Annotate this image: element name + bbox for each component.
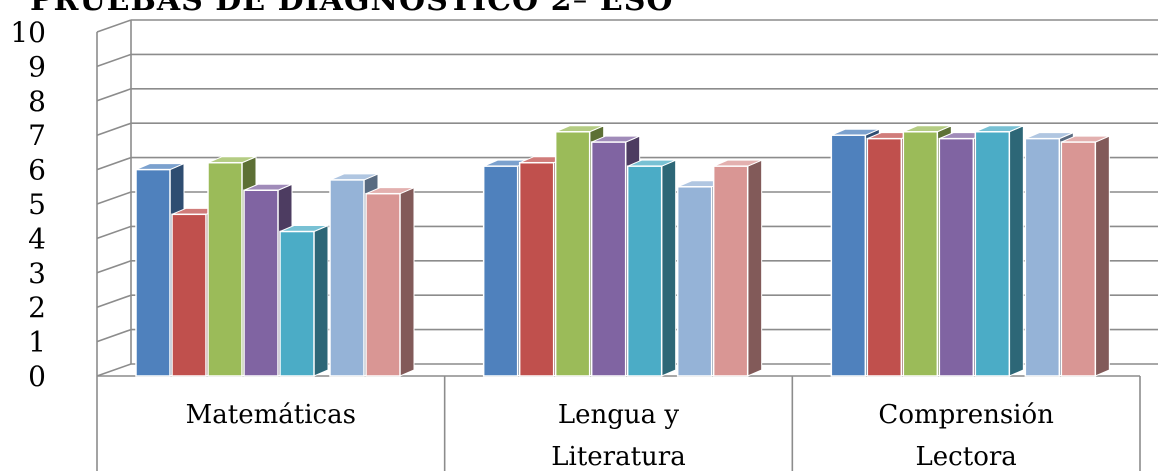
category-label: Comprensión (878, 400, 1054, 430)
bar (974, 131, 1011, 377)
bar-side (661, 159, 677, 377)
y-tick-label: 1 (28, 326, 46, 359)
chart-title: PRUEBAS DE DIAGNÓSTICO 2º ESO (30, 0, 674, 18)
y-tick-label: 10 (10, 16, 46, 49)
bar-side (1008, 125, 1024, 377)
bar (329, 179, 365, 377)
bar (712, 165, 749, 377)
gridline-side (96, 328, 132, 343)
bar (171, 213, 207, 377)
gridline-side (96, 191, 132, 205)
bar (866, 137, 903, 377)
bar (135, 168, 171, 377)
category-label: Lectora (916, 442, 1017, 471)
gridline-side (96, 294, 132, 308)
category-label: Lengua y (558, 400, 680, 430)
bar (938, 137, 975, 377)
bar (554, 131, 591, 377)
bar (518, 161, 555, 377)
bar-side (747, 159, 763, 377)
y-tick-label: 4 (28, 222, 46, 255)
gridline-side (96, 363, 132, 377)
bar (482, 165, 519, 377)
bar (590, 141, 627, 377)
y-tick-label: 3 (28, 257, 46, 290)
bar (243, 189, 279, 377)
y-tick-label: 8 (28, 85, 46, 118)
category-label: Matemáticas (186, 400, 356, 430)
bar (626, 165, 663, 377)
gridline-side (96, 53, 132, 68)
gridline-side (96, 225, 132, 240)
y-tick-label: 2 (28, 291, 46, 324)
bar-side (313, 224, 329, 377)
bar (676, 186, 713, 377)
bar-side (399, 186, 415, 377)
bar (279, 230, 315, 377)
bar (365, 192, 401, 377)
y-tick-label: 5 (28, 188, 46, 221)
y-tick-label: 7 (28, 119, 46, 152)
gridline-side (96, 122, 132, 136)
bar (902, 131, 939, 377)
y-tick-label: 6 (28, 154, 46, 187)
y-tick-label: 0 (28, 360, 46, 393)
gridline-side (96, 156, 132, 171)
category-label: Literatura (551, 442, 685, 471)
bar-side (1094, 135, 1110, 377)
bar (830, 134, 867, 377)
bar (1060, 141, 1097, 377)
bar (1024, 137, 1061, 377)
gridline-side (96, 260, 132, 274)
y-tick-label: 9 (28, 50, 46, 83)
gridline-side (96, 88, 132, 102)
bar (207, 161, 243, 377)
gridline-side (96, 19, 132, 33)
